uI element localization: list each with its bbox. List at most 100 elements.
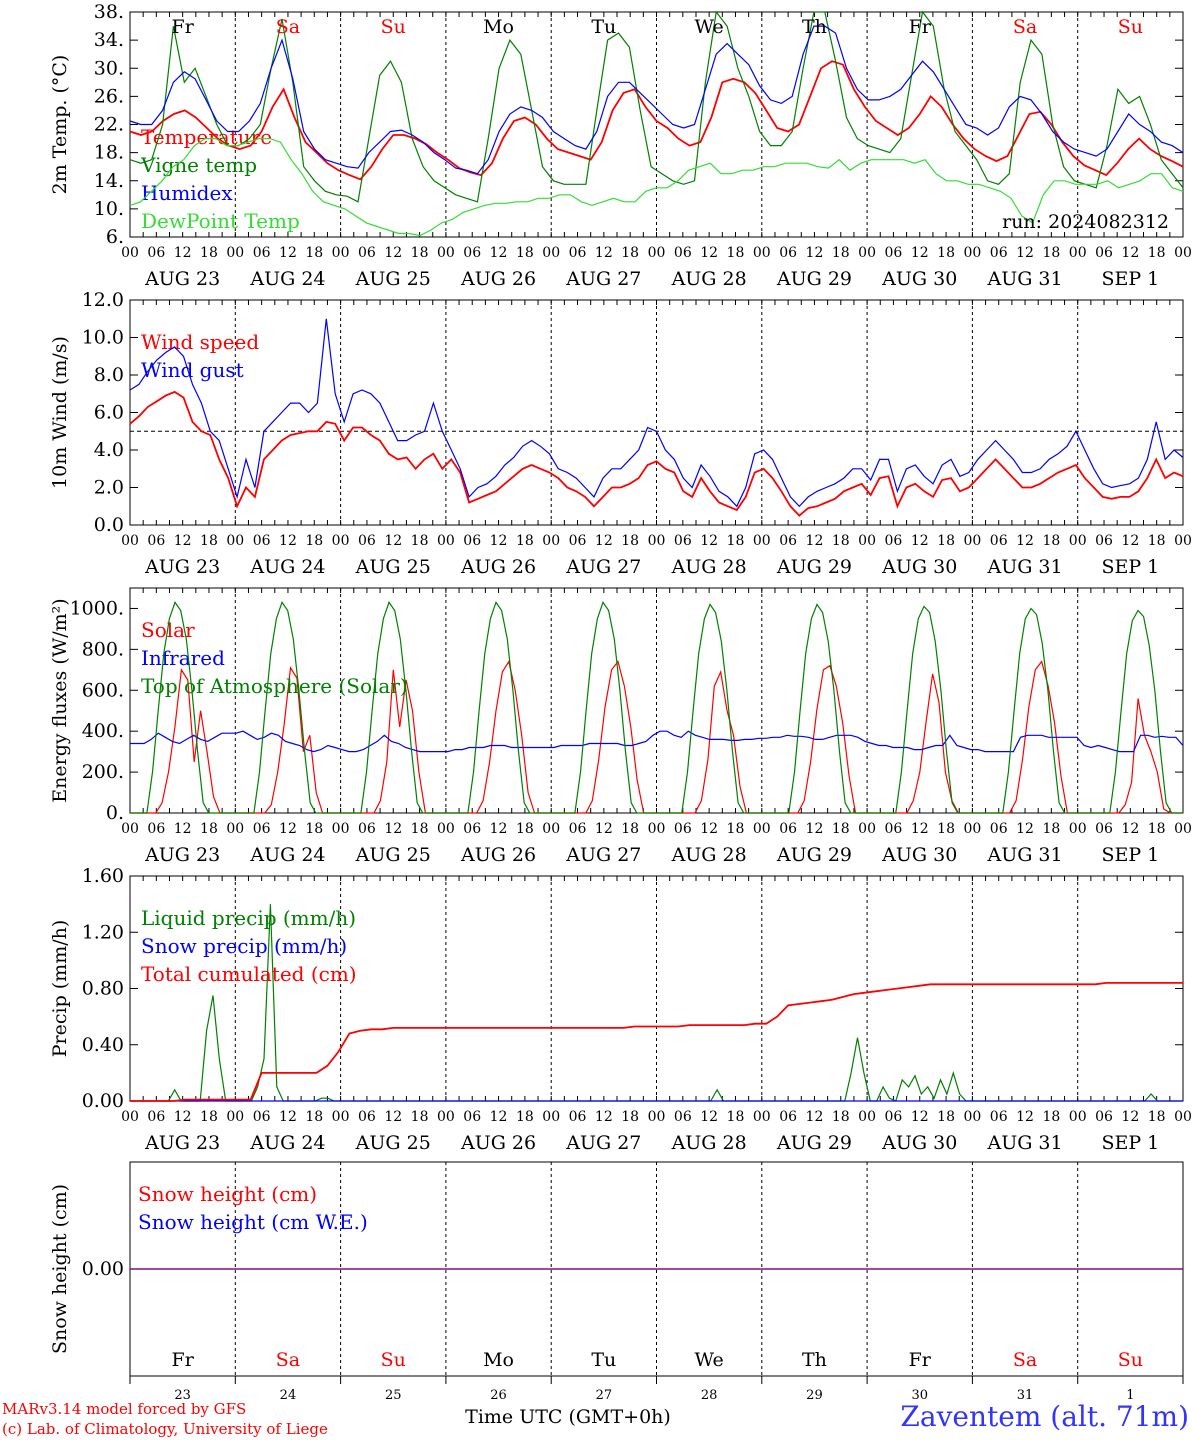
hour-label: 12 <box>700 245 718 261</box>
hour-label: 12 <box>911 533 929 549</box>
hour-label: 18 <box>411 821 429 837</box>
hour-label: 12 <box>1016 1109 1034 1125</box>
day-label: AUG 25 <box>355 556 431 578</box>
day-label: AUG 24 <box>249 844 325 866</box>
hour-label: 12 <box>279 1109 297 1125</box>
hour-label: 18 <box>727 245 745 261</box>
weekday-label: Su <box>1118 1349 1143 1371</box>
y-tick-label: 4.0 <box>94 439 124 461</box>
weekday-label: Fr <box>172 16 195 38</box>
y-tick-label: 10.0 <box>82 327 124 349</box>
hour-label: 06 <box>569 245 587 261</box>
hour-label: 18 <box>832 821 850 837</box>
hour-label: 12 <box>595 245 613 261</box>
hour-label: 18 <box>200 245 218 261</box>
hour-label: 00 <box>963 1109 981 1125</box>
weekday-label: Su <box>381 16 406 38</box>
hour-label: 00 <box>858 245 876 261</box>
legend-entry: Snow precip (mm/h) <box>141 934 347 958</box>
hour-label: 12 <box>384 533 402 549</box>
hour-label: 06 <box>569 1109 587 1125</box>
hour-label: 00 <box>648 1109 666 1125</box>
day-label: AUG 23 <box>144 1132 220 1154</box>
day-label: AUG 30 <box>881 844 957 866</box>
hour-label: 12 <box>595 1109 613 1125</box>
weekday-label: Mo <box>483 1349 514 1371</box>
plot-frame <box>129 11 1184 238</box>
hour-label: 00 <box>542 245 560 261</box>
day-label: AUG 29 <box>776 268 852 290</box>
day-label: AUG 30 <box>881 556 957 578</box>
day-label: SEP 1 <box>1101 844 1159 866</box>
hour-label: 06 <box>885 533 903 549</box>
series-line-total-cumulated-cm <box>130 982 1183 1102</box>
hour-label: 18 <box>621 533 639 549</box>
hour-label: 06 <box>990 821 1008 837</box>
weekday-label: We <box>695 16 724 38</box>
hour-label: 00 <box>437 1109 455 1125</box>
hour-label: 06 <box>674 821 692 837</box>
hour-label: 18 <box>516 821 534 837</box>
day-label: AUG 26 <box>460 268 536 290</box>
hour-label: 00 <box>332 245 350 261</box>
weekday-label: We <box>695 1349 724 1371</box>
hour-label: 12 <box>806 1109 824 1125</box>
hour-label: 06 <box>990 1109 1008 1125</box>
hour-label: 18 <box>305 1109 323 1125</box>
y-tick-label: 0.80 <box>82 978 124 1000</box>
day-number-label: 29 <box>806 1388 823 1403</box>
legend-entry: Humidex <box>141 181 233 205</box>
y-tick-label: 1000. <box>70 597 124 619</box>
hour-label: 00 <box>332 533 350 549</box>
day-number-label: 26 <box>490 1388 507 1403</box>
hour-label: 12 <box>806 245 824 261</box>
series-line-temperature <box>129 60 1184 181</box>
hour-label: 12 <box>911 245 929 261</box>
series-line-vigne-temp <box>129 10 1184 203</box>
hour-label: 00 <box>332 1109 350 1125</box>
hour-label: 06 <box>253 1109 271 1125</box>
hour-label: 00 <box>226 533 244 549</box>
weekday-label: Th <box>802 16 827 38</box>
hour-label: 18 <box>1148 1109 1166 1125</box>
hour-label: 18 <box>727 533 745 549</box>
hour-label: 18 <box>516 533 534 549</box>
panel-4: 1.60 1.20 0.80 0.40 0.00 Precip (mm/h) 00 06 12 1… <box>49 865 1192 1154</box>
legend-entry: Vigne temp <box>140 153 257 177</box>
day-label: AUG 30 <box>881 268 957 290</box>
hour-label: 06 <box>147 245 165 261</box>
hour-label: 18 <box>1148 245 1166 261</box>
hour-label: 12 <box>490 1109 508 1125</box>
series-line-dewpoint-temp <box>129 138 1184 237</box>
day-number-label: 30 <box>911 1388 928 1403</box>
y-tick-label: 0. <box>106 802 124 824</box>
hour-label: 12 <box>1016 821 1034 837</box>
day-number-label: 1 <box>1126 1388 1134 1403</box>
x-axis-title: Time UTC (GMT+0h) <box>465 1406 671 1428</box>
y-tick-label: 18. <box>94 142 124 164</box>
hour-label: 18 <box>937 245 955 261</box>
day-label: AUG 26 <box>460 556 536 578</box>
day-label: AUG 28 <box>671 268 747 290</box>
hour-label: 00 <box>753 245 771 261</box>
hour-label: 12 <box>911 821 929 837</box>
y-tick-label: 6.0 <box>94 402 124 424</box>
hour-label: 00 <box>963 533 981 549</box>
y-tick-label: 0.00 <box>82 1258 124 1280</box>
day-number-label: 25 <box>385 1388 402 1403</box>
hour-label: 18 <box>621 821 639 837</box>
hour-label: 12 <box>595 533 613 549</box>
hour-label: 06 <box>147 533 165 549</box>
hour-label: 18 <box>937 821 955 837</box>
hour-label: 06 <box>147 821 165 837</box>
y-axis-label: Snow height (cm) <box>49 1184 71 1354</box>
hour-label: 00 <box>753 533 771 549</box>
hour-label: 00 <box>121 245 139 261</box>
day-label: AUG 28 <box>671 556 747 578</box>
day-number-label: 28 <box>701 1388 718 1403</box>
hour-label: 12 <box>1121 533 1139 549</box>
y-tick-label: 1.20 <box>82 921 124 943</box>
hour-label: 06 <box>463 1109 481 1125</box>
hour-label: 00 <box>963 821 981 837</box>
